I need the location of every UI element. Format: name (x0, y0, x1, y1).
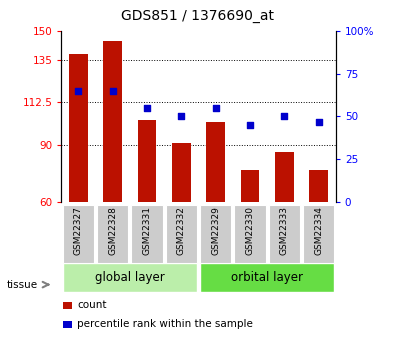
Bar (63, 302, 72, 309)
Text: tissue: tissue (7, 280, 38, 289)
Point (213, 105, 219, 111)
Bar (241, 170, 260, 202)
Text: GSM22331: GSM22331 (143, 206, 152, 255)
Bar (97, 205, 128, 263)
Bar (103, 41, 122, 202)
Point (247, 122, 253, 128)
Text: GSM22333: GSM22333 (280, 206, 289, 255)
Text: global layer: global layer (95, 271, 165, 284)
Point (178, 114, 184, 119)
Bar (200, 263, 334, 292)
Bar (63, 321, 72, 328)
Bar (172, 143, 191, 202)
Bar (234, 205, 265, 263)
Text: GSM22329: GSM22329 (211, 206, 220, 255)
Bar (206, 122, 225, 202)
Bar (200, 205, 231, 263)
Text: orbital layer: orbital layer (231, 271, 303, 284)
Text: GSM22334: GSM22334 (314, 206, 323, 255)
Point (75, 88, 81, 93)
Point (144, 105, 150, 111)
Point (316, 119, 322, 124)
Text: GSM22327: GSM22327 (74, 206, 83, 255)
Text: count: count (77, 300, 107, 310)
Point (281, 114, 288, 119)
Text: percentile rank within the sample: percentile rank within the sample (77, 319, 253, 329)
Bar (132, 205, 163, 263)
Bar (303, 205, 334, 263)
Bar (166, 205, 197, 263)
Bar (69, 54, 88, 202)
Bar (309, 170, 328, 202)
Bar (269, 205, 300, 263)
Text: GSM22328: GSM22328 (108, 206, 117, 255)
Bar (63, 205, 94, 263)
Bar (137, 120, 156, 202)
Text: GDS851 / 1376690_at: GDS851 / 1376690_at (121, 9, 274, 23)
Point (109, 88, 116, 93)
Bar (275, 152, 294, 202)
Bar (63, 263, 197, 292)
Text: GSM22332: GSM22332 (177, 206, 186, 255)
Text: GSM22330: GSM22330 (245, 206, 254, 255)
